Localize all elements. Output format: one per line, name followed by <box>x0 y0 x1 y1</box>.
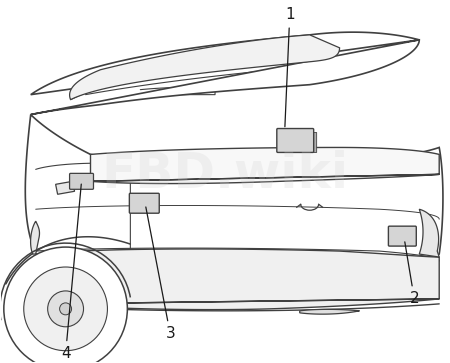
Text: 2: 2 <box>405 242 419 306</box>
FancyBboxPatch shape <box>70 174 94 189</box>
Circle shape <box>48 291 84 327</box>
Polygon shape <box>31 221 40 254</box>
Text: FBD.wiki: FBD.wiki <box>101 150 349 197</box>
Polygon shape <box>25 115 443 285</box>
Polygon shape <box>31 32 419 115</box>
Polygon shape <box>70 35 340 99</box>
Polygon shape <box>419 209 439 257</box>
FancyBboxPatch shape <box>129 193 159 213</box>
FancyBboxPatch shape <box>277 129 314 152</box>
FancyBboxPatch shape <box>313 132 317 152</box>
Text: 1: 1 <box>285 8 295 127</box>
Polygon shape <box>90 147 439 184</box>
Polygon shape <box>56 182 75 194</box>
Circle shape <box>59 303 72 315</box>
FancyBboxPatch shape <box>388 226 416 246</box>
Circle shape <box>24 267 108 351</box>
Text: 4: 4 <box>61 184 81 361</box>
Circle shape <box>4 247 127 363</box>
Text: 3: 3 <box>146 207 175 341</box>
Polygon shape <box>36 249 439 310</box>
Polygon shape <box>300 309 360 314</box>
